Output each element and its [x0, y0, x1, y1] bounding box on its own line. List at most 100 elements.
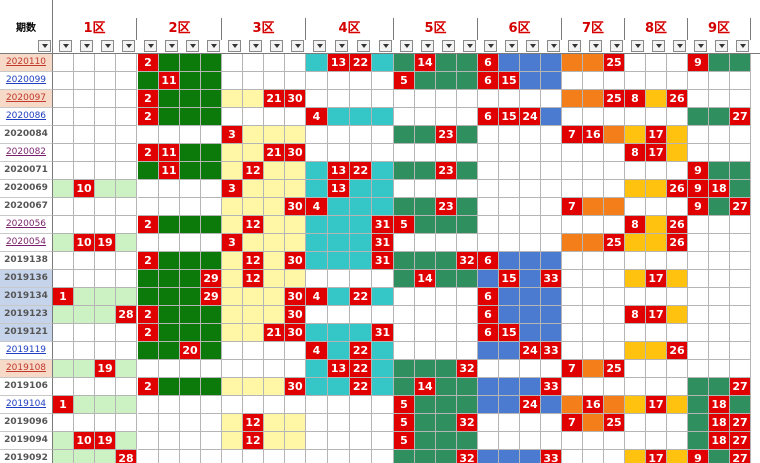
filter-dropdown-icon[interactable] [442, 40, 455, 52]
filter-dropdown-icon[interactable] [122, 40, 135, 52]
filter-dropdown-icon[interactable] [505, 40, 518, 52]
filter-dropdown-icon[interactable] [207, 40, 220, 52]
grid-cell [709, 54, 730, 72]
period-label[interactable]: 2019104 [0, 396, 53, 414]
grid-cell [74, 198, 95, 216]
grid-cell [306, 90, 328, 108]
grid-cell [688, 270, 709, 288]
grid-cell [264, 450, 285, 463]
hit-number-cell: 7 [562, 360, 583, 378]
period-label[interactable]: 2020082 [0, 144, 53, 162]
period-label[interactable]: 2020054 [0, 234, 53, 252]
grid-cell [180, 252, 201, 270]
grid-cell [222, 396, 243, 414]
filter-dropdown-icon[interactable] [335, 40, 348, 52]
grid-cell [116, 162, 137, 180]
grid-cell [583, 72, 604, 90]
period-label[interactable]: 2020099 [0, 72, 53, 90]
grid-cell [201, 414, 222, 432]
grid-cell [372, 144, 394, 162]
grid-cell [688, 234, 709, 252]
hit-number-cell: 22 [350, 342, 372, 360]
grid-cell [562, 270, 583, 288]
filter-dropdown-icon[interactable] [249, 40, 262, 52]
period-label[interactable]: 2020056 [0, 216, 53, 234]
grid-cell [350, 216, 372, 234]
grid-cell [562, 306, 583, 324]
filter-dropdown-icon[interactable] [400, 40, 413, 52]
filter-dropdown-icon[interactable] [484, 40, 497, 52]
filter-dropdown-icon[interactable] [463, 40, 476, 52]
filter-dropdown-icon[interactable] [165, 40, 178, 52]
grid-cell [285, 162, 306, 180]
grid-cell [709, 108, 730, 126]
hit-number-cell: 16 [583, 126, 604, 144]
grid-cell [116, 378, 137, 396]
hit-number-cell: 30 [285, 306, 306, 324]
filter-dropdown-icon[interactable] [589, 40, 602, 52]
grid-cell [159, 54, 180, 72]
filter-dropdown-icon[interactable] [144, 40, 157, 52]
filter-dropdown-icon[interactable] [101, 40, 114, 52]
grid-cell [306, 396, 328, 414]
grid-cell [138, 270, 159, 288]
grid-cell [350, 126, 372, 144]
filter-dropdown-icon[interactable] [80, 40, 93, 52]
filter-dropdown-icon[interactable] [357, 40, 370, 52]
filter-dropdown-icon[interactable] [652, 40, 665, 52]
grid-cell [138, 288, 159, 306]
period-label[interactable]: 2020086 [0, 108, 53, 126]
grid-cell [285, 342, 306, 360]
filter-dropdown-icon[interactable] [694, 40, 707, 52]
filter-dropdown-icon[interactable] [526, 40, 539, 52]
grid-cell [499, 414, 520, 432]
hit-number-cell: 22 [350, 288, 372, 306]
hit-number-cell: 16 [583, 396, 604, 414]
grid-cell [159, 378, 180, 396]
grid-cell [541, 180, 562, 198]
grid-cell [95, 126, 116, 144]
filter-dropdown-icon[interactable] [421, 40, 434, 52]
period-label[interactable]: 2019108 [0, 360, 53, 378]
grid-cell [583, 414, 604, 432]
grid-cell [583, 288, 604, 306]
filter-dropdown-icon[interactable] [568, 40, 581, 52]
filter-dropdown-icon[interactable] [313, 40, 326, 52]
filter-dropdown-icon[interactable] [547, 40, 560, 52]
filter-dropdown-icon[interactable] [270, 40, 283, 52]
filter-dropdown-icon[interactable] [673, 40, 686, 52]
filter-dropdown-icon[interactable] [736, 40, 749, 52]
grid-cell [159, 432, 180, 450]
filter-dropdown-icon[interactable] [186, 40, 199, 52]
hit-number-cell: 2 [138, 306, 159, 324]
grid-cell [520, 234, 541, 252]
filter-dropdown-icon[interactable] [228, 40, 241, 52]
hit-number-cell: 12 [243, 270, 264, 288]
grid-cell [201, 90, 222, 108]
hit-number-cell: 4 [306, 198, 328, 216]
filter-dropdown-icon[interactable] [379, 40, 392, 52]
grid-cell [159, 216, 180, 234]
filter-dropdown-icon[interactable] [291, 40, 304, 52]
grid-cell [604, 252, 625, 270]
hit-number-cell: 26 [667, 342, 688, 360]
filter-dropdown-icon[interactable] [59, 40, 72, 52]
grid-cell [436, 180, 457, 198]
filter-dropdown-icon[interactable] [610, 40, 623, 52]
hit-number-cell: 17 [646, 396, 667, 414]
grid-cell [478, 396, 499, 414]
hit-number-cell: 14 [415, 54, 436, 72]
grid-cell [201, 162, 222, 180]
grid-cell [436, 234, 457, 252]
hit-number-cell: 30 [285, 324, 306, 342]
hit-number-cell: 14 [415, 270, 436, 288]
grid-cell [95, 288, 116, 306]
filter-dropdown-icon[interactable] [715, 40, 728, 52]
period-label[interactable]: 2020097 [0, 90, 53, 108]
grid-cell [201, 378, 222, 396]
filter-dropdown-icon[interactable] [631, 40, 644, 52]
filter-dropdown-icon[interactable] [38, 40, 51, 52]
grid-cell [667, 126, 688, 144]
period-label[interactable]: 2019119 [0, 342, 53, 360]
period-label[interactable]: 2020110 [0, 54, 53, 72]
